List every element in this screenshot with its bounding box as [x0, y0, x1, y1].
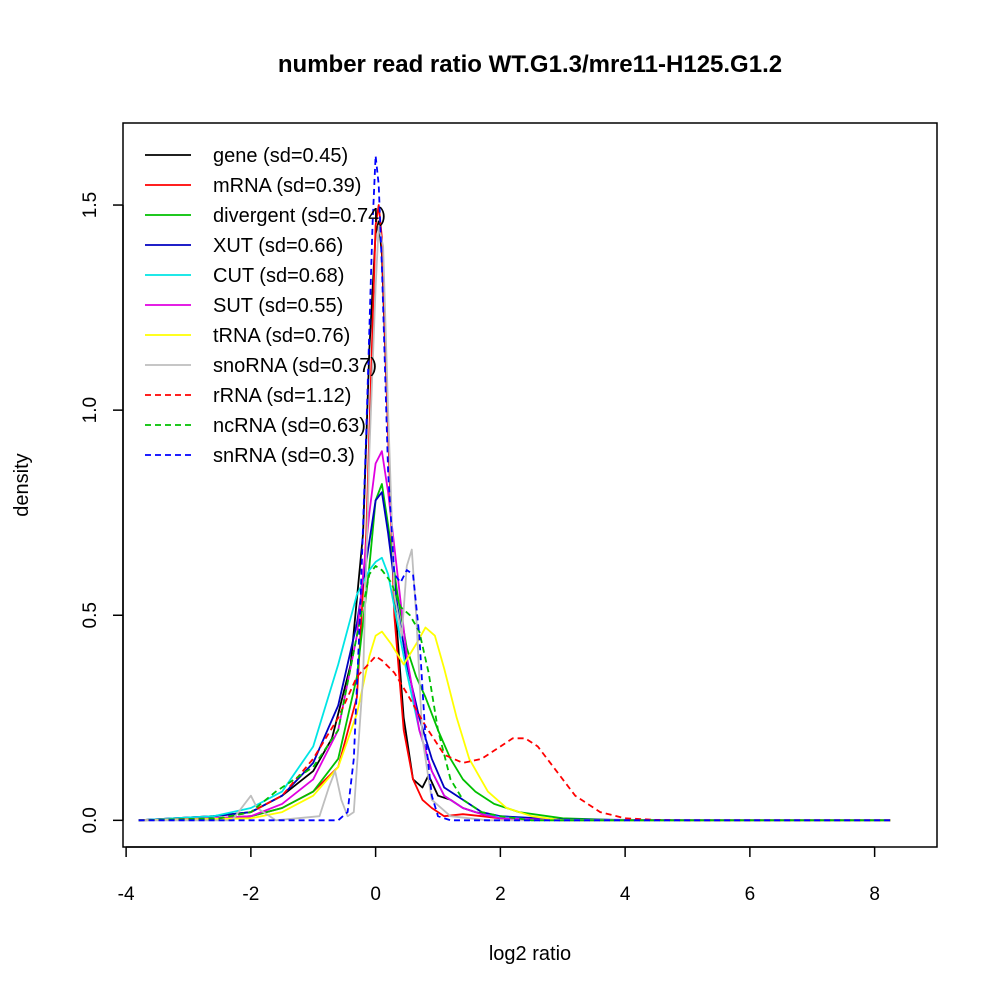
- legend-item-snoRNA: snoRNA (sd=0.37): [145, 355, 377, 377]
- legend-item-divergent: divergent (sd=0.74): [145, 205, 386, 227]
- series-line-tRNA: [138, 626, 891, 822]
- legend-label: XUT (sd=0.66): [213, 235, 343, 257]
- legend-item-SUT: SUT (sd=0.55): [145, 295, 343, 317]
- legend-label: tRNA (sd=0.76): [213, 325, 350, 347]
- legend-label: SUT (sd=0.55): [213, 295, 343, 317]
- series-line-snRNA: [138, 154, 891, 822]
- legend-label: rRNA (sd=1.12): [213, 385, 351, 407]
- legend-label: ncRNA (sd=0.63): [213, 415, 366, 437]
- legend-item-rRNA: rRNA (sd=1.12): [145, 385, 351, 407]
- legend-item-XUT: XUT (sd=0.66): [145, 235, 343, 257]
- x-axis-label: log2 ratio: [489, 943, 571, 965]
- legend-label: mRNA (sd=0.39): [213, 175, 361, 197]
- legend-label: gene (sd=0.45): [213, 145, 348, 167]
- y-tick-label: 1.5: [80, 192, 101, 218]
- x-tick-label: -4: [118, 884, 135, 905]
- legend-item-mRNA: mRNA (sd=0.39): [145, 175, 361, 197]
- y-tick-label: 0.5: [80, 602, 101, 628]
- y-tick-label: 0.0: [80, 807, 101, 833]
- chart-title: number read ratio WT.G1.3/mre11-H125.G1.…: [278, 51, 782, 78]
- x-tick-label: 4: [620, 884, 631, 905]
- series-line-divergent: [138, 483, 891, 822]
- legend-label: snRNA (sd=0.3): [213, 445, 355, 467]
- series-line-rRNA: [138, 655, 891, 822]
- legend-label: snoRNA (sd=0.37): [213, 355, 377, 377]
- series-layer: [138, 154, 891, 822]
- y-axis-label: density: [11, 453, 33, 516]
- legend-item-CUT: CUT (sd=0.68): [145, 265, 344, 287]
- legend-item-gene: gene (sd=0.45): [145, 145, 348, 167]
- x-tick-label: 2: [495, 884, 506, 905]
- x-tick-label: 0: [370, 884, 381, 905]
- legend: gene (sd=0.45) mRNA (sd=0.39) divergent (s…: [145, 145, 386, 467]
- legend-item-snRNA: snRNA (sd=0.3): [145, 445, 355, 467]
- series-line-ncRNA: [138, 565, 891, 822]
- legend-item-ncRNA: ncRNA (sd=0.63): [145, 415, 366, 437]
- y-axis: 0.0 0.5 1.0 1.5: [80, 192, 124, 834]
- series-line-CUT: [138, 556, 891, 822]
- legend-label: divergent (sd=0.74): [213, 205, 386, 227]
- series-line-snoRNA: [138, 224, 891, 822]
- y-tick-label: 1.0: [80, 397, 101, 423]
- x-tick-label: -2: [242, 884, 259, 905]
- series-line-XUT: [138, 491, 891, 822]
- plot-frame: [122, 122, 938, 848]
- x-axis: -4 -2 0 2 4 6 8: [118, 846, 880, 905]
- series-line-SUT: [138, 450, 891, 822]
- x-tick-label: 6: [745, 884, 756, 905]
- legend-label: CUT (sd=0.68): [213, 265, 344, 287]
- x-tick-label: 8: [869, 884, 880, 905]
- legend-item-tRNA: tRNA (sd=0.76): [145, 325, 350, 347]
